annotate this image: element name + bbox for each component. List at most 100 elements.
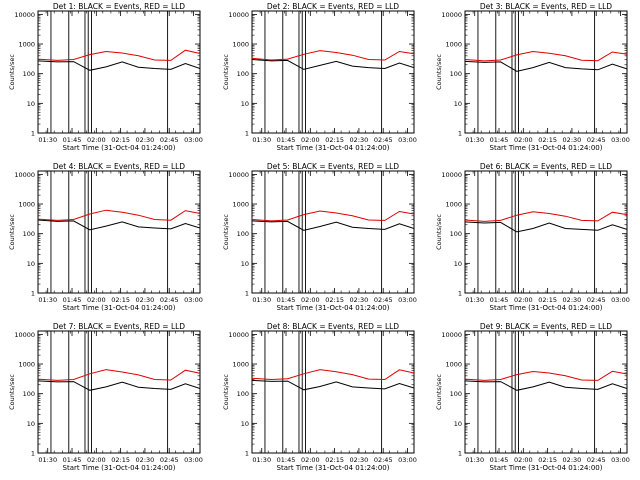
plot-frame — [464, 330, 628, 454]
x-tick-label: 02:30 — [350, 296, 369, 304]
x-tick-label: 03:00 — [184, 456, 203, 464]
x-tick-label: 02:15 — [538, 136, 557, 144]
x-tick-label: 02:30 — [563, 136, 582, 144]
x-tick-label: 01:45 — [277, 456, 296, 464]
x-tick-label: 01:45 — [490, 136, 509, 144]
x-tick-label: 02:00 — [87, 296, 106, 304]
y-axis-label: Counts/sec — [222, 54, 230, 90]
y-tick-label: 10000 — [228, 171, 249, 179]
panel-title: Det 6: BLACK = Events, RED = LLD — [480, 162, 612, 171]
x-tick-label: 02:00 — [301, 456, 320, 464]
y-tick-label: 10 — [241, 420, 249, 428]
lld-series-line — [465, 211, 627, 222]
x-axis-label: Start Time (31-Oct-04 01:24:00) — [63, 464, 176, 472]
y-axis-label: Counts/sec — [8, 214, 16, 250]
y-tick-label: 1 — [245, 450, 249, 458]
detector-panel-2: Det 2: BLACK = Events, RED = LLD 1 10 100 10… — [222, 2, 417, 152]
x-tick-label: 01:30 — [38, 456, 57, 464]
x-axis-label: Start Time (31-Oct-04 01:24:00) — [490, 144, 603, 152]
lld-series-line — [252, 50, 414, 61]
y-tick-label: 1 — [31, 450, 35, 458]
events-series-line — [465, 380, 627, 391]
x-axis-label: Start Time (31-Oct-04 01:24:00) — [277, 144, 390, 152]
x-tick-label: 02:45 — [160, 296, 179, 304]
x-tick-label: 02:45 — [587, 296, 606, 304]
detector-panel-7: Det 7: BLACK = Events, RED = LLD 1 10 100 10… — [8, 322, 203, 472]
x-tick-label: 02:15 — [111, 136, 130, 144]
lld-series-line — [252, 369, 414, 381]
x-tick-label: 01:45 — [63, 456, 82, 464]
events-series-line — [38, 219, 200, 231]
panel-title: Det 4: BLACK = Events, RED = LLD — [53, 162, 185, 171]
x-axis-label: Start Time (31-Oct-04 01:24:00) — [490, 304, 603, 312]
y-tick-label: 1000 — [18, 201, 35, 209]
plot-frame — [37, 330, 201, 454]
y-tick-label: 100 — [450, 70, 462, 78]
y-tick-label: 10 — [241, 100, 249, 108]
y-tick-label: 10 — [454, 260, 462, 268]
y-tick-label: 1 — [458, 450, 462, 458]
y-axis-label: Counts/sec — [435, 54, 443, 90]
x-tick-label: 02:00 — [87, 136, 106, 144]
detector-panel-4: Det 4: BLACK = Events, RED = LLD 1 10 100 10… — [8, 162, 203, 312]
x-tick-label: 01:45 — [63, 136, 82, 144]
y-tick-label: 10000 — [14, 171, 35, 179]
y-tick-label: 1000 — [18, 41, 35, 49]
x-tick-label: 02:30 — [350, 136, 369, 144]
plot-frame — [251, 10, 415, 134]
x-tick-label: 01:30 — [38, 136, 57, 144]
y-tick-label: 100 — [450, 390, 462, 398]
y-tick-label: 1000 — [445, 361, 462, 369]
detector-panel-1: Det 1: BLACK = Events, RED = LLD 1 10 100 10… — [8, 2, 203, 152]
x-tick-label: 02:30 — [136, 136, 155, 144]
y-tick-label: 1000 — [445, 41, 462, 49]
detector-panel-5: Det 5: BLACK = Events, RED = LLD 1 10 100 10… — [222, 162, 417, 312]
x-tick-label: 02:15 — [325, 456, 344, 464]
y-tick-label: 1 — [458, 290, 462, 298]
plot-frame — [251, 170, 415, 294]
x-tick-label: 02:45 — [374, 296, 393, 304]
panel-title: Det 3: BLACK = Events, RED = LLD — [480, 2, 612, 11]
detector-panel-3: Det 3: BLACK = Events, RED = LLD 1 10 100 10… — [435, 2, 630, 152]
x-tick-label: 02:00 — [87, 456, 106, 464]
y-tick-label: 10000 — [441, 171, 462, 179]
events-series-line — [38, 380, 200, 391]
y-tick-label: 1000 — [232, 41, 249, 49]
lld-series-line — [465, 50, 627, 62]
y-tick-label: 10000 — [228, 331, 249, 339]
y-tick-label: 1000 — [18, 361, 35, 369]
y-tick-label: 10 — [454, 420, 462, 428]
x-tick-label: 03:00 — [398, 296, 417, 304]
y-tick-label: 10 — [27, 260, 35, 268]
x-tick-label: 01:45 — [277, 136, 296, 144]
y-tick-label: 100 — [237, 70, 249, 78]
plot-frame — [37, 170, 201, 294]
x-tick-label: 02:15 — [111, 296, 130, 304]
panel-title: Det 9: BLACK = Events, RED = LLD — [480, 322, 612, 331]
x-tick-label: 01:30 — [252, 136, 271, 144]
x-tick-label: 01:45 — [277, 296, 296, 304]
y-tick-label: 10000 — [14, 11, 35, 19]
plot-frame — [464, 10, 628, 134]
plot-frame — [464, 170, 628, 294]
x-tick-label: 02:00 — [514, 296, 533, 304]
panel-title: Det 8: BLACK = Events, RED = LLD — [267, 322, 399, 331]
x-tick-label: 02:00 — [514, 456, 533, 464]
events-series-line — [252, 59, 414, 70]
x-axis-label: Start Time (31-Oct-04 01:24:00) — [277, 304, 390, 312]
x-axis-label: Start Time (31-Oct-04 01:24:00) — [63, 304, 176, 312]
x-tick-label: 03:00 — [611, 136, 630, 144]
y-axis-label: Counts/sec — [222, 374, 230, 410]
y-tick-label: 10 — [454, 100, 462, 108]
x-tick-label: 01:30 — [38, 296, 57, 304]
x-tick-label: 02:00 — [301, 296, 320, 304]
x-tick-label: 03:00 — [184, 136, 203, 144]
events-series-line — [465, 60, 627, 72]
y-tick-label: 10000 — [228, 11, 249, 19]
events-series-line — [252, 220, 414, 231]
x-tick-label: 03:00 — [611, 456, 630, 464]
y-tick-label: 100 — [237, 230, 249, 238]
lld-series-line — [252, 210, 414, 222]
y-tick-label: 1 — [458, 130, 462, 138]
